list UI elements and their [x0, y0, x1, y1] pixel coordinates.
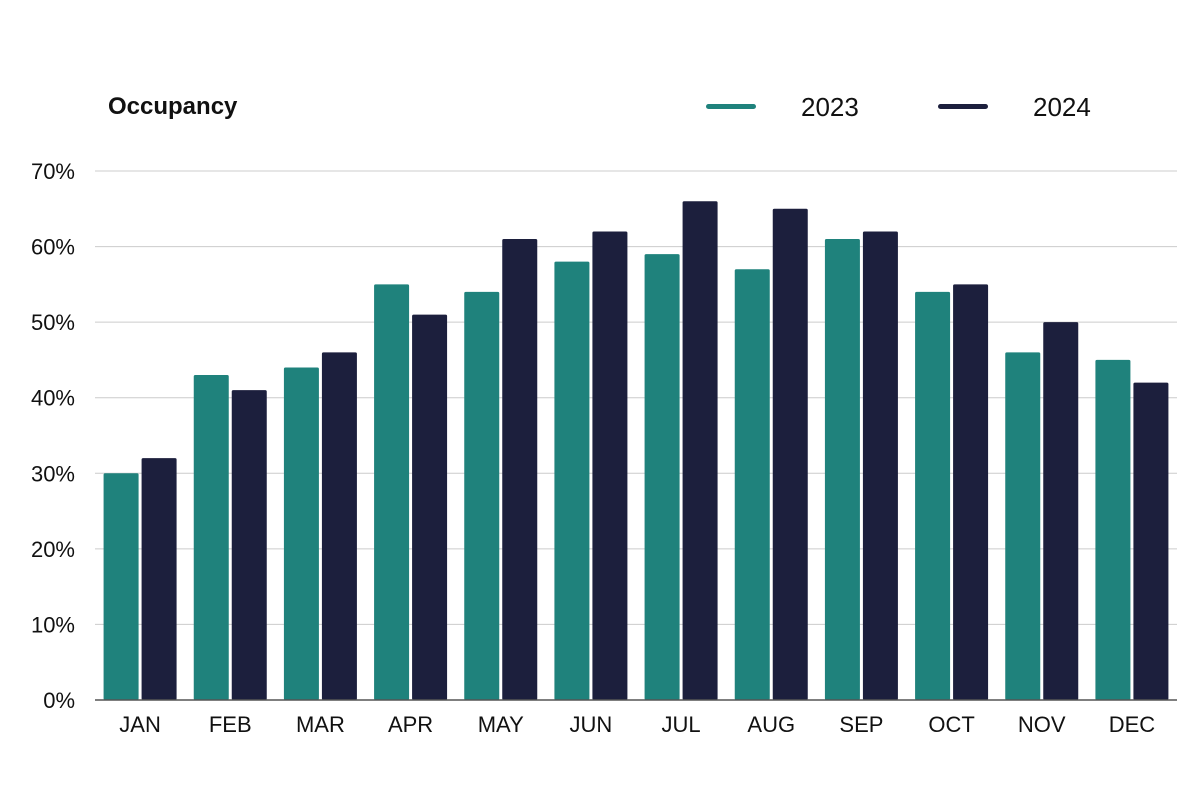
legend-swatch-2023: [706, 104, 756, 109]
x-tick-label: JUL: [662, 712, 701, 737]
legend-label-2023: 2023: [801, 92, 859, 122]
bar-2023-dec: [1095, 359, 1131, 700]
bar-2024-apr: [412, 314, 448, 700]
bar-2023-nov: [1005, 352, 1041, 700]
bar-2023-jan: [103, 473, 139, 700]
bar-2023-jun: [554, 261, 590, 700]
x-tick-label: OCT: [928, 712, 974, 737]
y-tick-label: 30%: [31, 461, 75, 486]
x-tick-label: JAN: [119, 712, 161, 737]
bar-2024-dec: [1133, 382, 1169, 700]
x-tick-label: MAY: [478, 712, 524, 737]
x-tick-label: FEB: [209, 712, 252, 737]
bar-2024-oct: [953, 284, 989, 700]
y-tick-label: 70%: [31, 159, 75, 184]
x-tick-label: JUN: [570, 712, 613, 737]
bar-2023-feb: [193, 375, 229, 700]
x-tick-label: MAR: [296, 712, 345, 737]
bar-2024-nov: [1043, 322, 1079, 700]
x-tick-label: DEC: [1109, 712, 1156, 737]
bar-2023-aug: [734, 269, 770, 700]
bar-2023-oct: [915, 291, 951, 700]
x-tick-label: APR: [388, 712, 433, 737]
x-tick-label: SEP: [839, 712, 883, 737]
bar-2024-sep: [862, 231, 898, 700]
bar-2023-may: [464, 291, 500, 700]
bar-2024-jun: [592, 231, 628, 700]
y-tick-label: 40%: [31, 386, 75, 411]
bar-2024-jul: [682, 201, 718, 700]
y-tick-label: 0%: [43, 688, 75, 713]
bar-2023-mar: [283, 367, 319, 700]
bar-2024-jan: [141, 458, 177, 700]
chart-title: Occupancy: [108, 93, 238, 120]
bar-2024-aug: [772, 208, 808, 701]
bar-2024-may: [502, 239, 538, 700]
legend-swatch-2024: [938, 104, 988, 109]
y-tick-label: 10%: [31, 612, 75, 637]
bar-2024-mar: [321, 352, 357, 700]
bar-2023-apr: [374, 284, 410, 700]
y-tick-label: 50%: [31, 310, 75, 335]
legend-label-2024: 2024: [1033, 92, 1091, 122]
bar-2023-jul: [644, 254, 680, 700]
bar-2023-sep: [824, 239, 860, 700]
bar-2024-feb: [231, 390, 267, 700]
x-tick-label: AUG: [747, 712, 795, 737]
y-tick-label: 60%: [31, 235, 75, 260]
x-tick-label: NOV: [1018, 712, 1066, 737]
y-tick-label: 20%: [31, 537, 75, 562]
